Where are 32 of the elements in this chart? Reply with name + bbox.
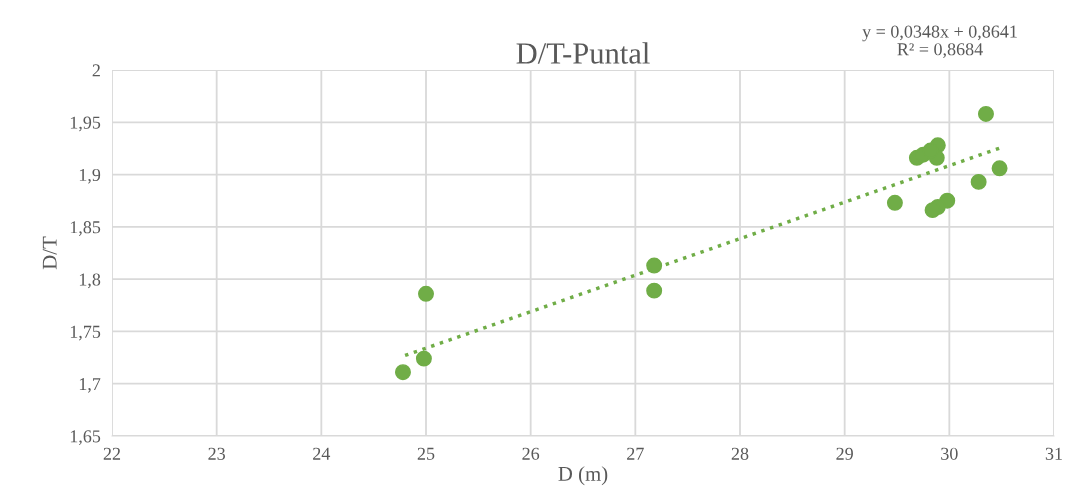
y-tick-label: 1,85: [70, 221, 101, 236]
point: [886, 194, 903, 211]
y-tick-label: 2: [92, 64, 100, 77]
x-tick-label: 22: [103, 447, 121, 460]
text: y = 0,0348x + 0,8641 R² = 0,8684: [862, 25, 1017, 58]
y-tick-label: 1,8: [79, 273, 101, 289]
point: [924, 202, 941, 219]
y-axis-title: D/T: [42, 236, 57, 270]
chart-title: D/T-Puntal: [516, 42, 650, 64]
y-tick-label: 1,75: [70, 325, 101, 341]
x-tick-label: 31: [1045, 447, 1062, 460]
x-tick-label: 28: [731, 447, 749, 460]
y-tick-label: 1,65: [70, 430, 101, 446]
x-tick-label: 25: [417, 447, 435, 460]
point: [418, 285, 434, 302]
x-tick-label: 29: [836, 447, 853, 460]
x-tick-label: 24: [313, 447, 331, 460]
point: [646, 282, 663, 299]
x-tick-label: 30: [941, 447, 958, 460]
y-tick-label: 1,9: [79, 168, 101, 184]
x-tick-label: 26: [522, 447, 540, 460]
point: [991, 160, 1008, 177]
point: [394, 364, 411, 381]
x-tick-label: 27: [627, 447, 644, 460]
point: [415, 350, 432, 367]
point: [646, 257, 663, 274]
y-tick-label: 1,7: [79, 378, 101, 393]
y-tick-label: 1,95: [70, 116, 101, 132]
x-tick-label: 23: [208, 447, 225, 460]
x-axis-title: D (m): [558, 466, 608, 486]
point: [977, 105, 994, 122]
point: [970, 173, 987, 190]
